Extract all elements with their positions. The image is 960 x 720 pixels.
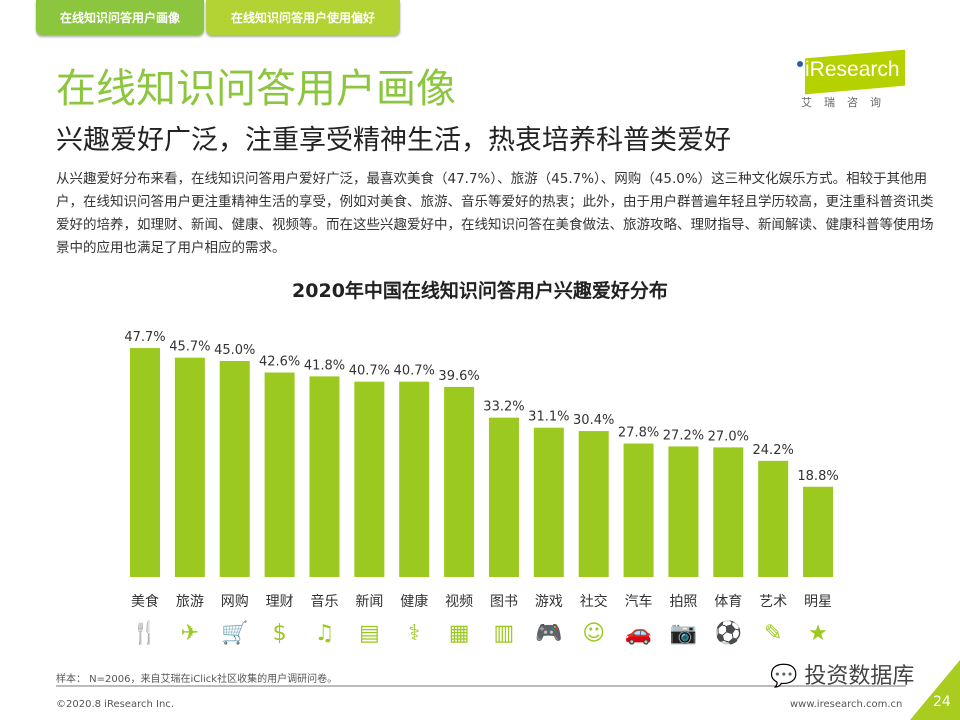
data-label: 39.6% <box>438 369 479 384</box>
money-icon: $ <box>273 621 287 646</box>
bar-艺术 <box>758 460 789 577</box>
category-label: 汽车 <box>625 593 653 610</box>
book-icon: ▥ <box>494 621 515 646</box>
art-icon: ✎ <box>764 621 782 646</box>
food-icon: 🍴 <box>131 620 158 646</box>
data-label: 47.7% <box>124 330 165 345</box>
category-label: 艺术 <box>759 594 787 610</box>
divider <box>56 685 906 687</box>
social-icon: ☺ <box>582 621 605 646</box>
ball-icon: ⚽ <box>714 620 742 646</box>
bar-拍照 <box>668 446 699 577</box>
category-label: 健康 <box>400 593 428 610</box>
page-title: 在线知识问答用户画像 <box>56 66 456 112</box>
news-icon: ▤ <box>359 621 380 646</box>
page-number: 24 <box>933 694 951 710</box>
category-label: 视频 <box>445 594 473 610</box>
bar-音乐 <box>309 376 340 577</box>
data-label: 30.4% <box>573 413 614 428</box>
bar-图书 <box>488 417 519 577</box>
data-label: 33.2% <box>483 400 524 415</box>
data-label: 31.1% <box>528 410 569 425</box>
logo-text: iResearch <box>805 58 900 81</box>
category-label: 旅游 <box>176 594 204 610</box>
tab-user-profile[interactable]: 在线知识问答用户画像 <box>36 0 204 35</box>
bar-社交 <box>578 431 609 577</box>
sample-note: 样本： N=2006，来自艾瑞在iClick社区收集的用户调研问卷。 <box>56 674 338 685</box>
bar-游戏 <box>533 427 564 577</box>
data-label: 24.2% <box>753 443 794 458</box>
category-label: 图书 <box>490 594 518 610</box>
data-label: 27.0% <box>708 429 749 444</box>
data-label: 40.7% <box>349 364 390 379</box>
gamepad-icon: 🎮 <box>535 621 562 646</box>
bar-美食 <box>130 348 160 577</box>
category-label: 美食 <box>131 593 159 610</box>
bar-明星 <box>803 486 834 577</box>
bar-汽车 <box>623 443 654 577</box>
bar-视频 <box>444 386 475 577</box>
data-label: 45.0% <box>214 343 255 358</box>
data-label: 40.7% <box>394 364 435 379</box>
category-label: 音乐 <box>310 593 338 610</box>
category-label: 明星 <box>804 594 832 610</box>
bar-理财 <box>264 372 295 577</box>
cart-icon: 🛒 <box>221 620 248 646</box>
data-label: 41.8% <box>304 358 345 373</box>
page-subtitle: 兴趣爱好广泛，注重享受精神生活，热衷培养科普类爱好 <box>56 125 731 156</box>
iresearch-logo: iResearch 艾瑞咨询 <box>795 49 910 109</box>
plane-icon: ✈ <box>181 621 199 646</box>
website-url: www.iresearch.com.cn <box>790 699 903 710</box>
bar-新闻 <box>354 381 385 577</box>
data-label: 42.6% <box>259 355 300 370</box>
category-label: 社交 <box>580 593 608 610</box>
camera-icon: 📷 <box>670 621 697 646</box>
copyright: ©2020.8 iResearch Inc. <box>56 699 174 710</box>
data-label: 45.7% <box>169 340 210 355</box>
category-label: 体育 <box>714 594 742 610</box>
category-label: 拍照 <box>669 594 697 610</box>
music-icon: ♫ <box>315 621 335 646</box>
data-label: 18.8% <box>797 469 838 484</box>
corner-decoration <box>910 660 960 720</box>
body-text: 从兴趣爱好分布来看，在线知识问答用户爱好广泛，最喜欢美食（47.7%）、旅游（4… <box>56 171 934 256</box>
logo-cn: 艾瑞咨询 <box>801 96 893 109</box>
category-label: 网购 <box>221 594 249 610</box>
chart-title: 2020年中国在线知识问答用户兴趣爱好分布 <box>292 280 668 302</box>
video-icon: ▦ <box>449 621 470 646</box>
watermark: 💬 投资数据库 <box>770 664 915 689</box>
category-label: 游戏 <box>535 594 563 610</box>
bar-健康 <box>399 381 430 577</box>
star-icon: ★ <box>808 621 828 646</box>
watermark-text: 投资数据库 <box>804 664 915 689</box>
health-icon: ⚕ <box>408 621 420 646</box>
bar-网购 <box>219 361 250 577</box>
category-label: 新闻 <box>355 594 383 610</box>
car-icon: 🚗 <box>625 621 652 646</box>
data-label: 27.2% <box>663 428 704 443</box>
category-label: 理财 <box>266 594 294 610</box>
data-label: 27.8% <box>618 426 659 441</box>
bar-体育 <box>713 447 744 577</box>
tab-usage-preference[interactable]: 在线知识问答用户使用偏好 <box>206 0 400 35</box>
bar-旅游 <box>174 357 205 577</box>
